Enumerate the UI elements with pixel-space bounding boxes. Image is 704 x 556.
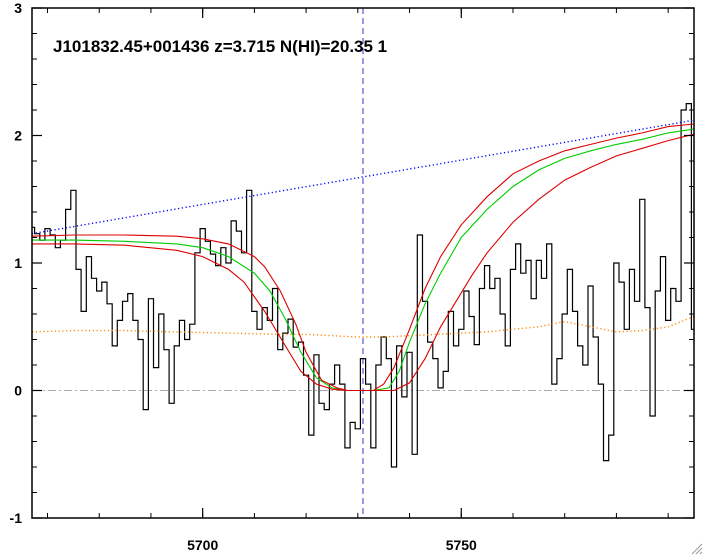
y-tick-label: 1 bbox=[14, 255, 22, 271]
series-fit-profile-green bbox=[32, 128, 694, 392]
series-flux-histogram bbox=[32, 103, 694, 468]
series-layer bbox=[32, 8, 694, 518]
axes-layer: -1 0 1 2 3 5700 5750 bbox=[10, 0, 695, 553]
series-fit-profile-red-lower bbox=[32, 133, 694, 392]
plot-area bbox=[32, 8, 694, 518]
y-tick-label: 0 bbox=[14, 383, 22, 399]
y-tick-label: -1 bbox=[10, 510, 23, 526]
x-tick-label: 5750 bbox=[446, 537, 477, 553]
y-tick-label: 3 bbox=[14, 0, 22, 16]
y-tick-label: 2 bbox=[14, 128, 22, 144]
x-tick-label: 5700 bbox=[187, 537, 218, 553]
chart-title: J101832.45+001436 z=3.715 N(HI)=20.35 1 bbox=[53, 37, 387, 56]
series-continuum-line bbox=[32, 119, 694, 235]
resize-grip-icon[interactable] bbox=[689, 541, 703, 555]
